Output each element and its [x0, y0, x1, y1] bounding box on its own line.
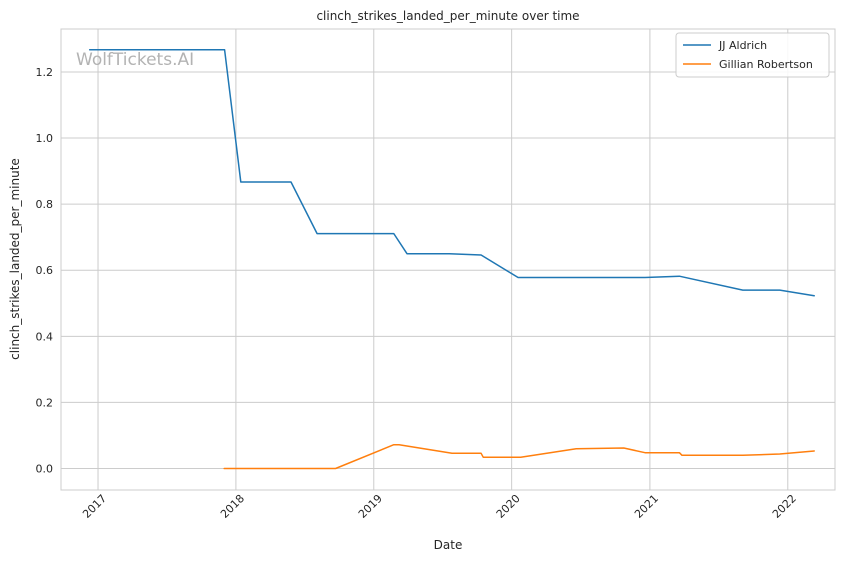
series-line-gillian-robertson: [223, 443, 815, 470]
y-tick-label: 1.2: [36, 66, 54, 79]
series-layer: [88, 49, 815, 470]
y-tick-label: 0.4: [36, 330, 54, 343]
chart-title: clinch_strikes_landed_per_minute over ti…: [316, 9, 579, 23]
legend-label: JJ Aldrich: [718, 39, 767, 52]
y-tick-label: 0.0: [36, 463, 54, 476]
legend-label: Gillian Robertson: [719, 58, 813, 71]
y-axis-label: clinch_strikes_landed_per_minute: [8, 158, 22, 360]
y-axis-ticks: 0.0 0.2 0.4 0.6 0.8 1.0 1.2: [36, 66, 54, 476]
y-tick-label: 1.0: [36, 132, 54, 145]
plot-area-frame: [60, 28, 836, 491]
x-axis-label: Date: [434, 538, 463, 552]
gridlines: [61, 29, 835, 490]
y-tick-label: 0.8: [36, 198, 54, 211]
y-tick-label: 0.2: [36, 396, 54, 409]
y-tick-label: 0.6: [36, 264, 54, 277]
watermark: WolfTickets.AI: [76, 50, 194, 70]
legend-box: [675, 32, 830, 78]
series-line-jj-aldrich: [88, 49, 815, 297]
legend: JJ Aldrich Gillian Robertson: [675, 32, 830, 78]
